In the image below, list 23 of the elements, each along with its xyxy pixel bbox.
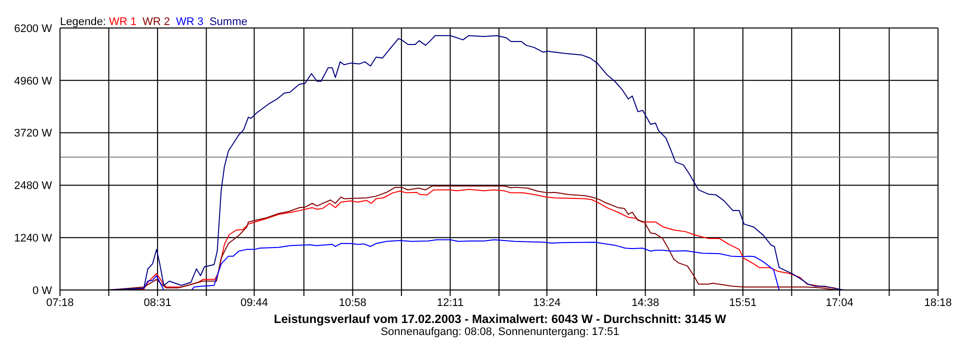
x-tick-label: 13:24 — [533, 296, 561, 309]
legend-title: Legende: — [60, 16, 107, 28]
text: Sonnenaufgang: 08:08, Sonnenuntergang: 17:51 — [380, 326, 620, 339]
text: WR 1 — [108, 16, 136, 28]
text: WR 2 — [142, 16, 170, 28]
x-tick-label: 09:44 — [240, 296, 268, 309]
text: Summe — [209, 16, 248, 28]
x-tick-label: 10:58 — [338, 296, 366, 309]
y-tick-label: 1240 W — [14, 232, 53, 245]
y-tick-label: 2480 W — [14, 180, 53, 192]
x-tick-label: 08:31 — [144, 296, 172, 309]
y-tick-label: 0 W — [32, 284, 53, 297]
text: WR 3 — [176, 16, 204, 28]
x-tick-label: 12:11 — [436, 296, 464, 309]
y-tick-label: 6200 W — [14, 22, 53, 35]
x-tick-label: 18:18 — [924, 296, 952, 309]
x-tick-label: 15:51 — [729, 296, 757, 309]
y-tick-label: 4960 W — [14, 75, 53, 88]
x-tick-label: 17:04 — [826, 296, 854, 309]
y-tick-label: 3720 W — [14, 128, 53, 140]
x-tick-label: 07:18 — [46, 296, 74, 309]
text: Leistungsverlauf vom 17.02.2003 - Maximalwert: 6043 W - Durchschnitt: 3145 W — [272, 312, 728, 326]
x-tick-label: 14:38 — [632, 296, 660, 309]
